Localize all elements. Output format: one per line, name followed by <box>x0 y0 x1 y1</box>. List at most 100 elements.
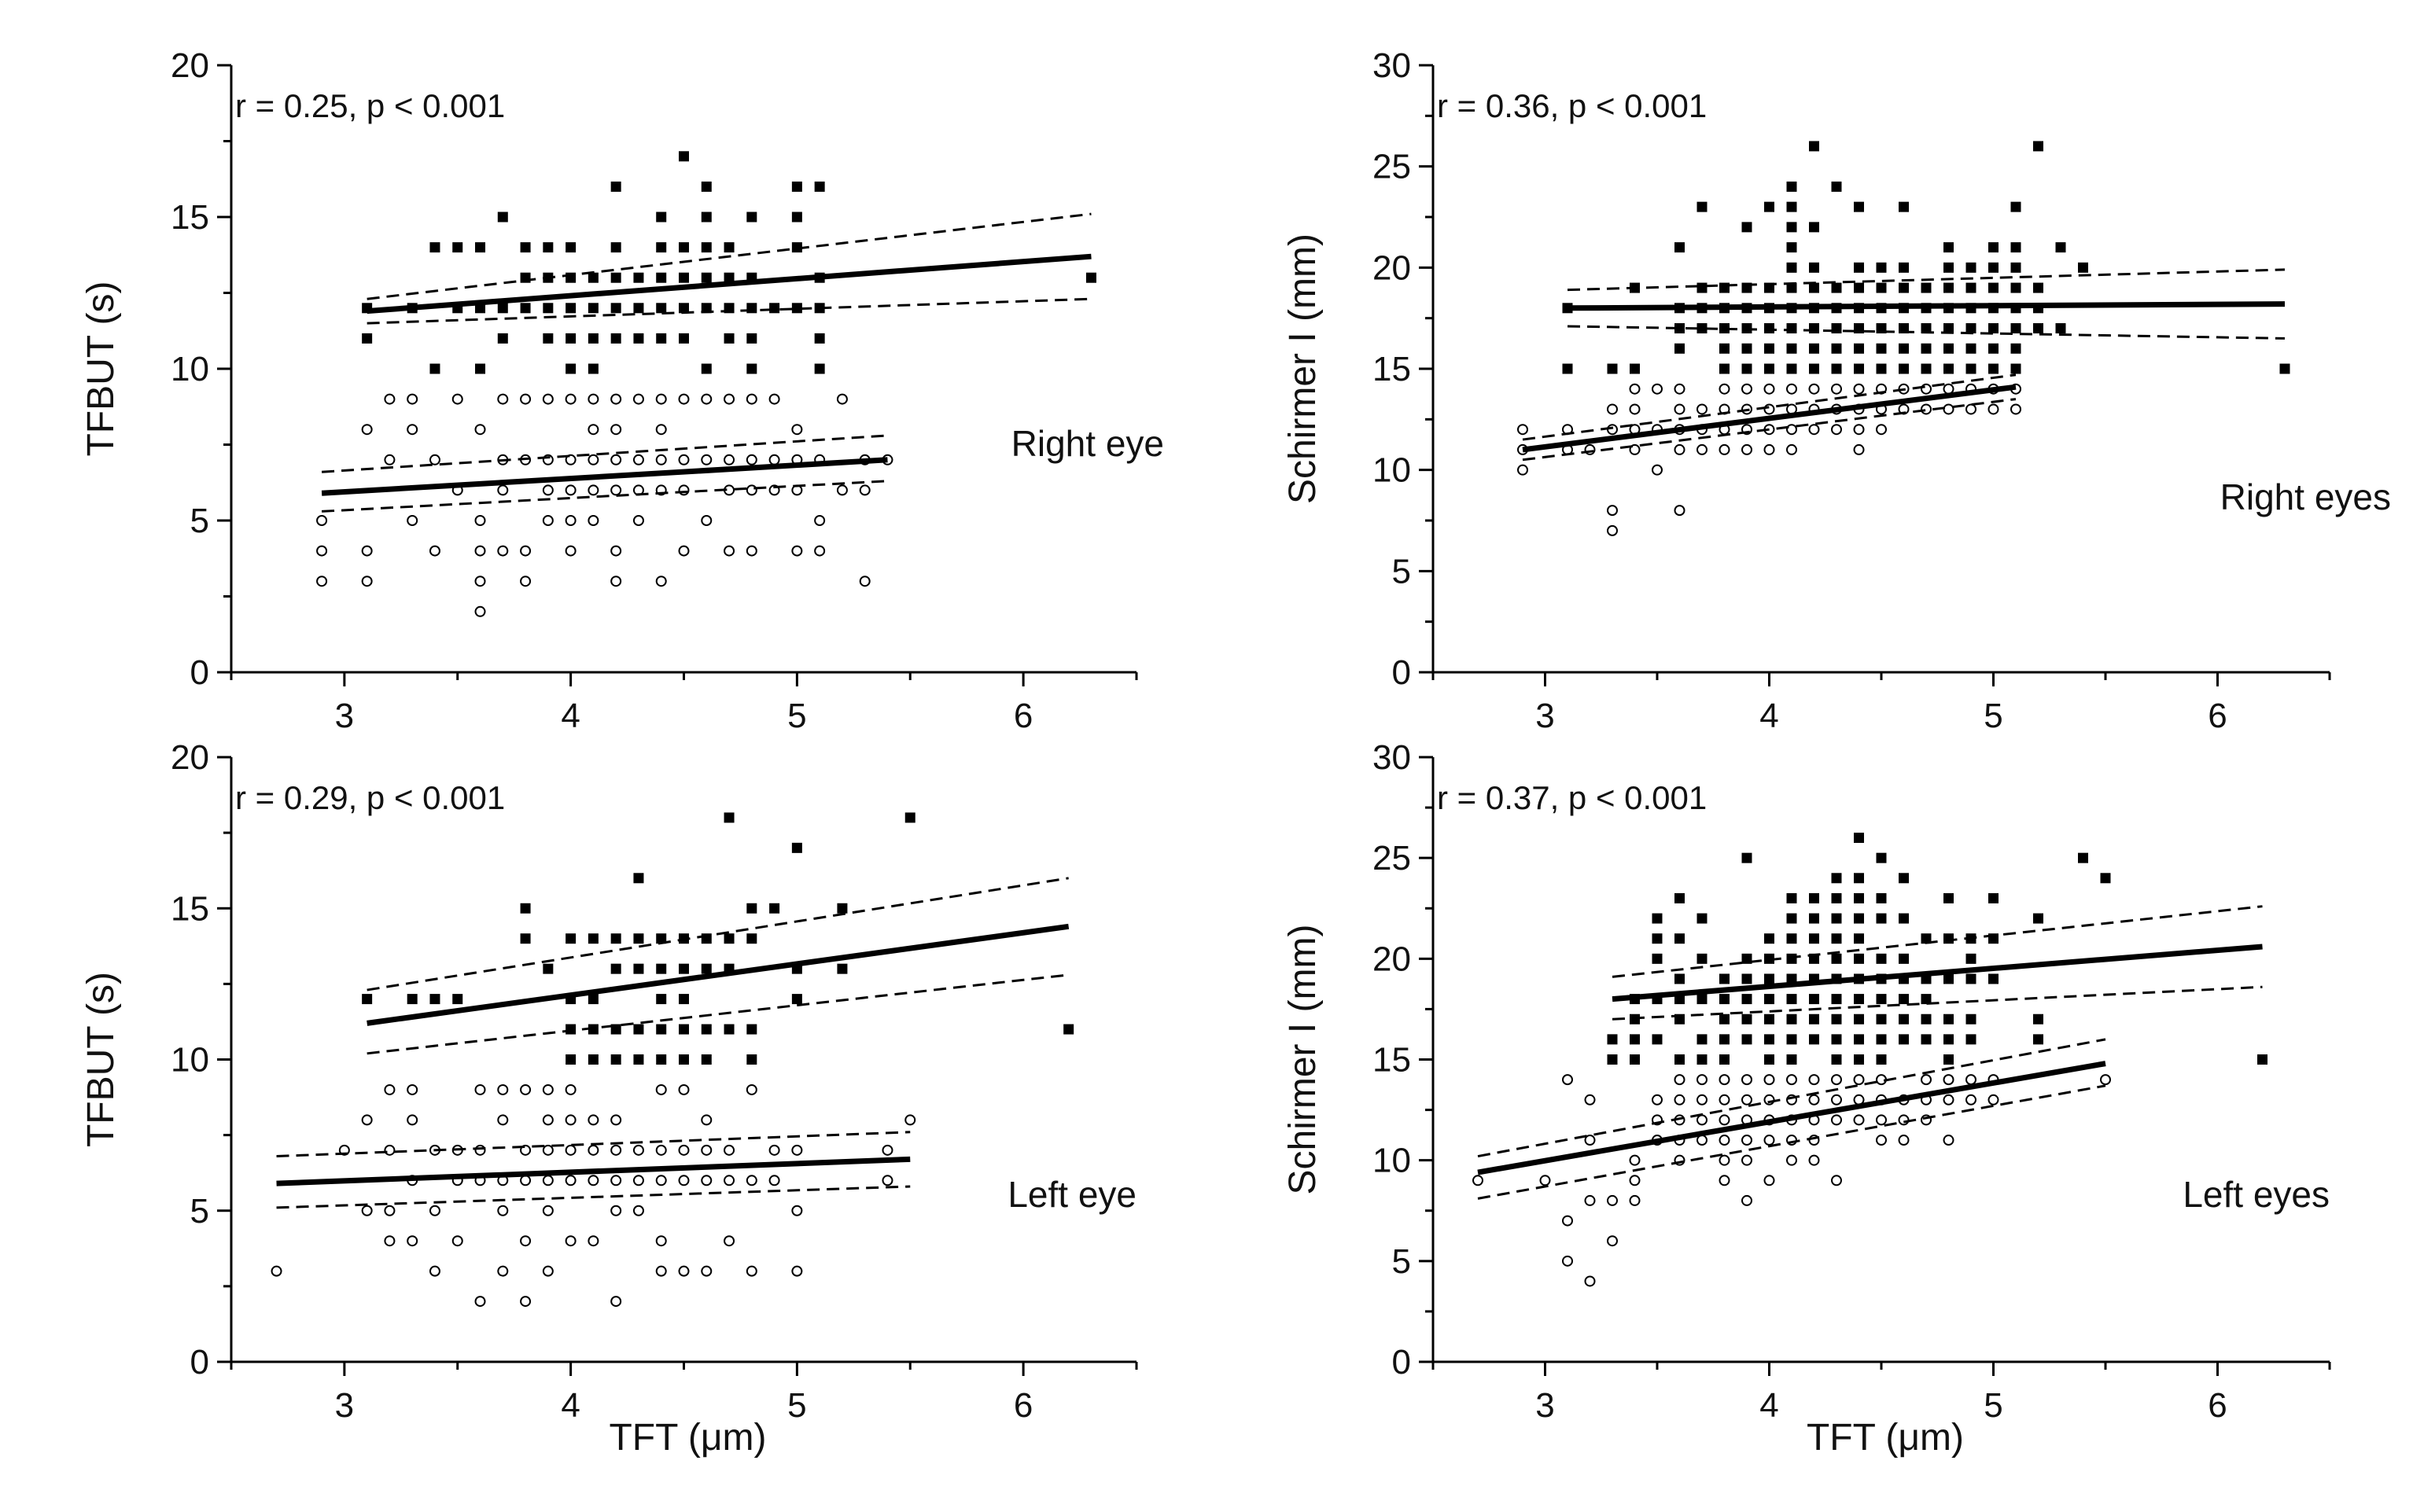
panels: 0 5 10 15 20 3 4 5 6 TFBUT (s) r = 0.25, p < 0.001… <box>80 46 2391 1459</box>
data-point-circle <box>1876 424 1887 436</box>
data-point-square <box>1809 282 1819 293</box>
data-point-square <box>1652 1034 1663 1045</box>
x-axis-title: TFT (μm) <box>609 1417 766 1459</box>
regression-line <box>1522 384 2017 453</box>
data-point-square <box>588 1054 599 1065</box>
data-point-circle <box>1719 383 1730 395</box>
data-point-square <box>633 873 644 884</box>
data-point-square <box>1943 1014 1954 1025</box>
data-point-circle <box>565 1175 577 1186</box>
data-point-square <box>1899 262 1909 273</box>
data-point-square <box>1786 242 1797 253</box>
data-point-circle <box>1853 424 1865 436</box>
data-point-circle <box>1831 1074 1842 1086</box>
data-point-circle <box>1876 1135 1887 1146</box>
data-point-circle <box>655 393 667 405</box>
data-point-square <box>2257 1054 2267 1065</box>
data-point-square <box>1786 913 1797 924</box>
data-point-circle <box>316 515 328 526</box>
data-point-circle <box>497 1205 509 1216</box>
data-point-circle <box>1808 424 1820 436</box>
data-point-square <box>1921 363 1932 374</box>
data-point-square <box>679 151 689 162</box>
data-point-circle <box>316 545 328 557</box>
data-point-square <box>1831 282 1842 293</box>
data-point-square <box>656 272 667 283</box>
data-point-circle <box>497 1265 509 1277</box>
eye-label: Left eyes <box>2183 1174 2330 1215</box>
data-point-square <box>1921 933 1932 944</box>
data-point-square <box>1854 282 1864 293</box>
data-point-square <box>791 994 802 1005</box>
data-point-circle <box>1674 403 1685 415</box>
data-point-square <box>2033 1034 2043 1045</box>
data-point-square <box>1921 282 1932 293</box>
data-point-square <box>1786 973 1797 984</box>
data-point-square <box>1719 1014 1730 1025</box>
data-point-circle <box>361 1205 373 1216</box>
data-point-square <box>701 1054 712 1065</box>
data-point-circle <box>1965 1074 1976 1086</box>
data-point-circle <box>791 1265 803 1277</box>
series-filled-squares <box>362 812 1074 1065</box>
eye-label: Right eye <box>1011 423 1164 464</box>
regression-line <box>1612 944 2263 1002</box>
data-point-circle <box>407 393 418 405</box>
data-point-square <box>1741 994 1752 1005</box>
data-point-square <box>1809 222 1819 233</box>
y-axis-title: TFBUT (s) <box>80 972 122 1147</box>
data-point-circle <box>1808 383 1820 395</box>
data-point-circle <box>1607 505 1618 517</box>
data-point-square <box>2033 282 2043 293</box>
data-point-circle <box>407 1114 418 1126</box>
x-tick-label: 6 <box>2208 697 2227 735</box>
data-point-circle <box>1763 443 1775 455</box>
data-point-square <box>1943 973 1954 984</box>
y-tick-label: 5 <box>190 1192 209 1231</box>
y-tick-label: 10 <box>171 1041 209 1080</box>
data-point-circle <box>632 1205 644 1216</box>
y-tick-label: 30 <box>1372 738 1411 777</box>
data-point-square <box>1831 873 1842 884</box>
data-point-square <box>1899 363 1909 374</box>
data-point-circle <box>1921 403 1932 415</box>
data-point-square <box>1809 892 1819 903</box>
data-point-square <box>1786 994 1797 1005</box>
data-point-square <box>1764 973 1774 984</box>
data-point-circle <box>384 1235 396 1247</box>
x-tick-label: 4 <box>1759 1386 1778 1425</box>
regression-line <box>276 1156 911 1186</box>
x-tick-label: 3 <box>335 697 354 735</box>
data-point-square <box>1786 953 1797 964</box>
data-point-square <box>2100 873 2111 884</box>
data-point-circle <box>1831 383 1842 395</box>
data-point-square <box>610 303 621 314</box>
data-point-circle <box>1562 1215 1573 1227</box>
confidence-upper-line <box>322 434 888 473</box>
data-point-circle <box>542 1175 554 1186</box>
data-point-square <box>2078 852 2088 863</box>
data-point-circle <box>746 545 757 557</box>
data-point-square <box>1674 1054 1685 1065</box>
data-point-square <box>1652 933 1663 944</box>
data-point-square <box>1854 913 1864 924</box>
data-point-square <box>1854 201 1864 212</box>
data-point-square <box>1741 363 1752 374</box>
data-point-square <box>1854 994 1864 1005</box>
data-point-circle <box>1786 383 1797 395</box>
data-point-circle <box>1696 403 1708 415</box>
data-point-square <box>1674 973 1685 984</box>
data-point-square <box>1943 343 1954 354</box>
data-point-circle <box>678 545 690 557</box>
data-point-square <box>565 242 577 253</box>
confidence-lower-line <box>1477 1084 2106 1200</box>
data-point-square <box>746 333 757 344</box>
data-point-square <box>1063 1024 1074 1035</box>
data-point-square <box>1876 1054 1887 1065</box>
data-point-square <box>1696 323 1708 334</box>
data-point-circle <box>1674 443 1685 455</box>
data-point-circle <box>610 454 622 465</box>
data-point-square <box>1876 953 1887 964</box>
data-point-circle <box>701 515 713 526</box>
confidence-lower-line <box>1612 985 2263 1021</box>
